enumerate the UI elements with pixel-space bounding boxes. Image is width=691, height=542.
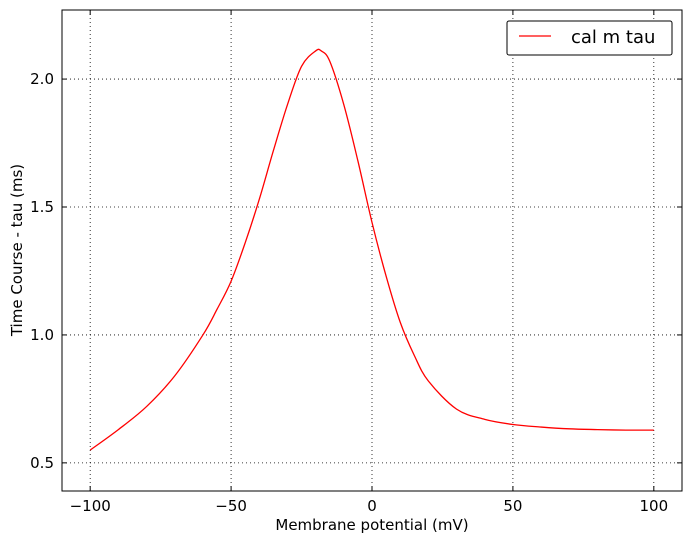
plot-series xyxy=(89,48,654,451)
x-tick-label: 0 xyxy=(367,497,377,515)
x-axis-label: Membrane potential (mV) xyxy=(275,516,468,534)
y-tick-label: 0.5 xyxy=(30,454,54,472)
grid-lines xyxy=(62,10,682,491)
series-line-cal-m-tau xyxy=(89,48,654,451)
legend: cal m tau xyxy=(506,20,673,56)
y-axis-label: Time Course - tau (ms) xyxy=(8,164,26,337)
x-tick-label: 50 xyxy=(503,497,522,515)
x-tick-label: 100 xyxy=(639,497,668,515)
y-tick-label: 1.5 xyxy=(30,198,54,216)
x-tick-label: −100 xyxy=(70,497,111,515)
y-tick-label: 1.0 xyxy=(30,326,54,344)
x-tick-label: −50 xyxy=(215,497,247,515)
tick-marks xyxy=(62,10,682,491)
legend-box xyxy=(506,20,673,56)
legend-label: cal m tau xyxy=(571,27,655,48)
y-tick-label: 2.0 xyxy=(30,70,54,88)
tick-labels: −100 −50 0 50 100 0.5 1.0 1.5 2.0 xyxy=(30,70,668,515)
